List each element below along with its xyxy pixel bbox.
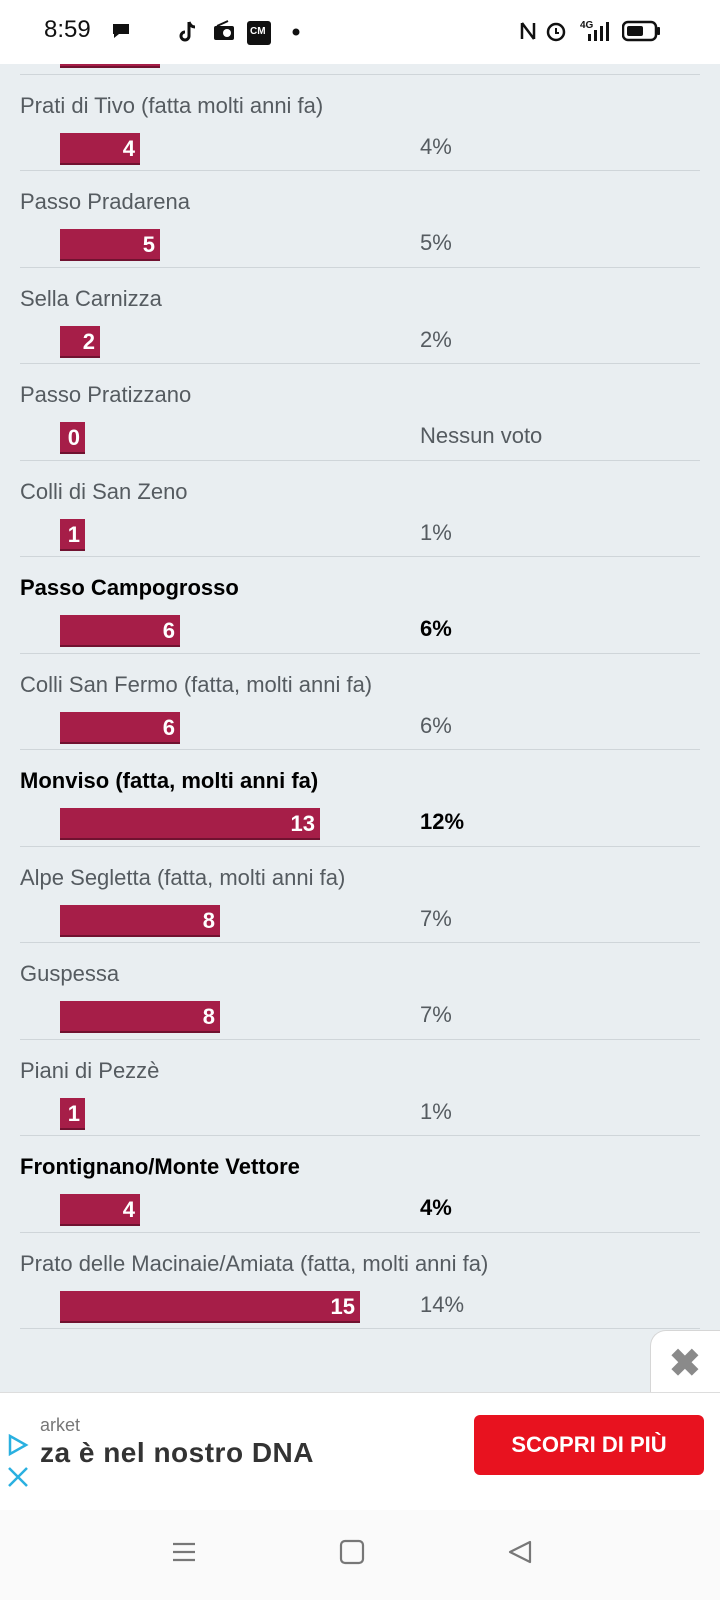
poll-percentage: 4% [420, 133, 452, 159]
poll-results: Sella del Dragone/Pollino55%Prati di Tiv… [0, 0, 720, 1329]
poll-vote-bar: 13 [60, 808, 320, 840]
ad-close-button[interactable]: ✖ [650, 1330, 720, 1392]
poll-vote-bar: 1 [60, 1097, 85, 1130]
poll-row: Frontignano/Monte Vettore 4 4% [20, 1136, 700, 1233]
poll-percentage: 7% [420, 905, 452, 931]
battery-icon [622, 20, 660, 42]
poll-percentage: Nessun voto [420, 423, 543, 448]
ad-subtitle: arket [40, 1415, 81, 1435]
poll-row: Passo Pradarena 5 5% [20, 171, 700, 268]
ad-close-x-icon[interactable] [4, 1463, 32, 1491]
poll-vote-bar: 15 [60, 1290, 360, 1323]
poll-vote-bar: 4 [60, 132, 140, 165]
poll-row: Prati di Tivo (fatta molti anni fa) 4 4% [20, 75, 700, 171]
dot-icon [292, 28, 300, 36]
poll-option-label: Prati di Tivo (fatta molti anni fa) [20, 92, 324, 118]
poll-option-label: Sella Carnizza [20, 285, 162, 311]
poll-vote-bar: 4 [60, 1194, 140, 1226]
poll-option-label: Alpe Segletta (fatta, molti anni fa) [20, 864, 346, 890]
poll-option-label: Colli di San Zeno [20, 478, 188, 504]
poll-row: Passo Pratizzano 0 Nessun voto [20, 364, 700, 461]
page-content: Sella del Dragone/Pollino55%Prati di Tiv… [0, 0, 720, 1329]
status-bar: 8:59 CM 4G [0, 0, 720, 64]
tiktok-icon [179, 21, 196, 42]
poll-percentage: 6% [420, 616, 452, 641]
poll-option-label: Colli San Fermo (fatta, molti anni fa) [20, 671, 373, 697]
poll-percentage: 1% [420, 519, 452, 545]
home-square-icon[interactable] [338, 1538, 366, 1566]
cm-app-icon: CM [247, 21, 271, 45]
poll-option-label: Passo Campogrosso [20, 575, 239, 600]
poll-vote-bar: 0 [60, 422, 85, 454]
poll-percentage: 14% [420, 1291, 465, 1317]
poll-option-label: Monviso (fatta, molti anni fa) [20, 768, 319, 793]
ad-banner[interactable]: arket za è nel nostro DNA SCOPRI DI PIÙ [0, 1392, 720, 1510]
radio-icon [214, 20, 234, 40]
poll-row: Passo Campogrosso 6 6% [20, 557, 700, 654]
alarm-icon [546, 22, 566, 42]
navigation-bar [0, 1510, 720, 1600]
poll-vote-bar: 6 [60, 615, 180, 647]
poll-percentage: 5% [420, 230, 452, 255]
poll-percentage: 2% [420, 326, 452, 352]
poll-vote-bar: 2 [60, 325, 100, 358]
svg-text:CM: CM [250, 26, 266, 37]
ad-headline[interactable]: za è nel nostro DNA [40, 1437, 314, 1468]
poll-row: Piani di Pezzè 1 1% [20, 1040, 700, 1136]
poll-vote-bar: 1 [60, 518, 85, 551]
poll-row: Colli San Fermo (fatta, molti anni fa) 6 6… [20, 654, 700, 750]
chat-bubble-icon [113, 24, 129, 38]
poll-option-label: Prato delle Macinaie/Amiata (fatta, molt… [20, 1250, 489, 1276]
back-triangle-icon[interactable] [506, 1538, 534, 1566]
poll-percentage: 6% [420, 712, 452, 738]
ad-info-icon[interactable] [4, 1431, 32, 1459]
poll-percentage: 12% [420, 809, 465, 834]
ad-cta-button[interactable]: SCOPRI DI PIÙ [474, 1415, 704, 1475]
status-time: 8:59 [44, 16, 91, 43]
menu-icon[interactable] [170, 1538, 198, 1566]
poll-row: Alpe Segletta (fatta, molti anni fa) 8 7% [20, 847, 700, 943]
close-icon: ✖ [669, 1343, 701, 1385]
poll-option-label: Frontignano/Monte Vettore [20, 1154, 300, 1179]
poll-row: Colli di San Zeno 1 1% [20, 461, 700, 557]
poll-row: Guspessa 8 7% [20, 943, 700, 1040]
poll-vote-bar: 6 [60, 711, 180, 744]
poll-option-label: Passo Pratizzano [20, 382, 192, 407]
poll-percentage: 4% [420, 1195, 452, 1220]
poll-vote-bar: 8 [60, 904, 220, 937]
poll-option-label: Passo Pradarena [20, 189, 190, 214]
poll-vote-bar: 5 [60, 229, 160, 261]
ad-choices[interactable] [2, 1429, 32, 1493]
poll-option-label: Piani di Pezzè [20, 1057, 160, 1083]
poll-option-label: Guspessa [20, 961, 120, 986]
poll-row: Sella Carnizza 2 2% [20, 268, 700, 364]
poll-row: Prato delle Macinaie/Amiata (fatta, molt… [20, 1233, 700, 1329]
signal-icon [588, 22, 609, 41]
poll-row: Monviso (fatta, molti anni fa) 13 12% [20, 750, 700, 847]
poll-vote-bar: 8 [60, 1001, 220, 1033]
poll-percentage: 1% [420, 1098, 452, 1124]
nfc-icon [520, 22, 536, 40]
network-label: 4G [580, 20, 594, 31]
poll-percentage: 7% [420, 1002, 452, 1027]
